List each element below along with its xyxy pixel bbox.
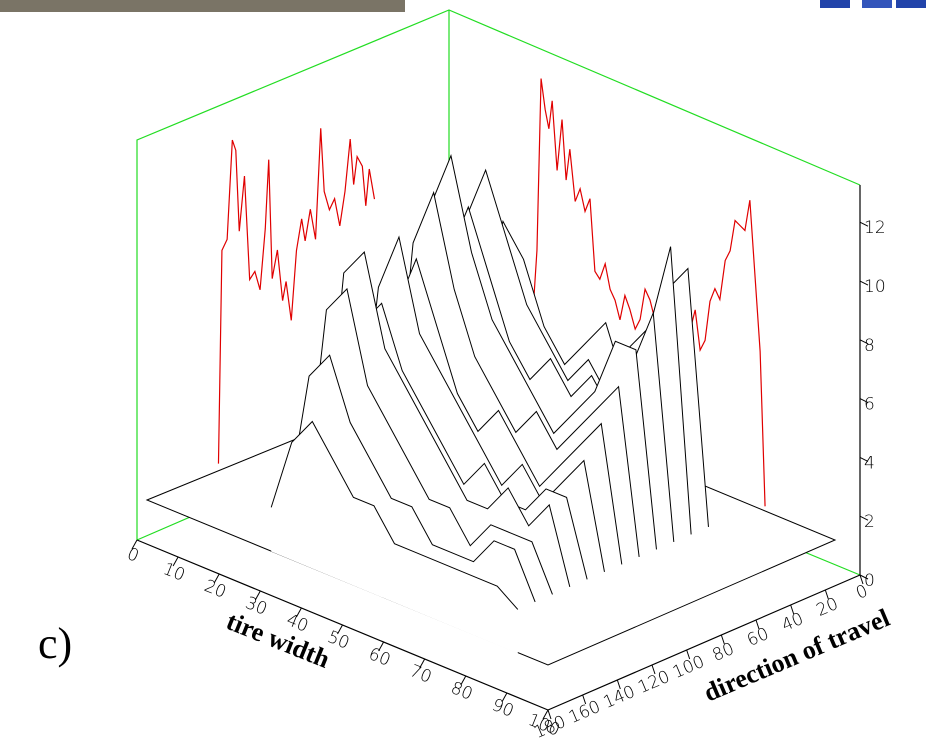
z-tick-label: 0: [864, 571, 875, 591]
cropped-thumb: [862, 0, 892, 8]
cropped-strip: [0, 0, 405, 12]
panel-label: c): [38, 619, 72, 668]
z-tick-label: 2: [864, 512, 875, 532]
z-tick-label: 12: [864, 218, 886, 238]
cropped-thumb: [896, 0, 926, 8]
z-tick-label: 10: [864, 277, 886, 297]
chart: 0102030405060708090100020406080100120140…: [0, 0, 929, 742]
cropped-thumb: [820, 0, 850, 8]
z-tick-label: 8: [864, 336, 875, 356]
z-tick-label: 4: [864, 453, 875, 473]
z-tick-label: 6: [864, 395, 875, 415]
